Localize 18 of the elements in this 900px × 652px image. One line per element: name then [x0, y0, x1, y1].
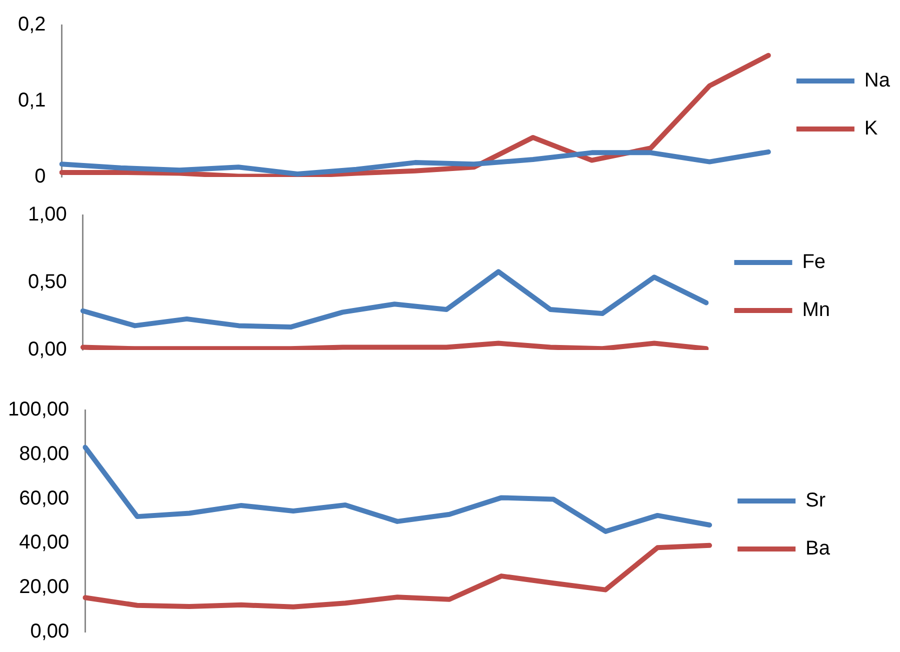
y-tick-label: 1,00 [28, 204, 67, 226]
y-tick-label: 0,00 [28, 338, 67, 361]
y-tick-label: 0 [34, 166, 46, 188]
y-tick-label: 100,00 [8, 398, 70, 421]
y-tick-label: 60,00 [19, 487, 70, 510]
legend-label: Ba [806, 538, 831, 560]
y-tick-label: 40,00 [19, 532, 70, 554]
y-tick-label: 0,00 [30, 620, 70, 643]
y-tick-label: 0,1 [18, 90, 46, 112]
y-tick-label: 0,2 [18, 14, 46, 36]
legend-label: K [864, 118, 878, 140]
y-tick-label: 20,00 [19, 576, 70, 598]
legend-label: Na [864, 70, 891, 92]
legend-label: Sr [806, 490, 826, 512]
legend-label: Mn [802, 299, 830, 322]
legend-label: Fe [802, 251, 826, 274]
y-tick-label: 80,00 [19, 442, 70, 465]
y-tick-label: 0,50 [28, 271, 67, 294]
